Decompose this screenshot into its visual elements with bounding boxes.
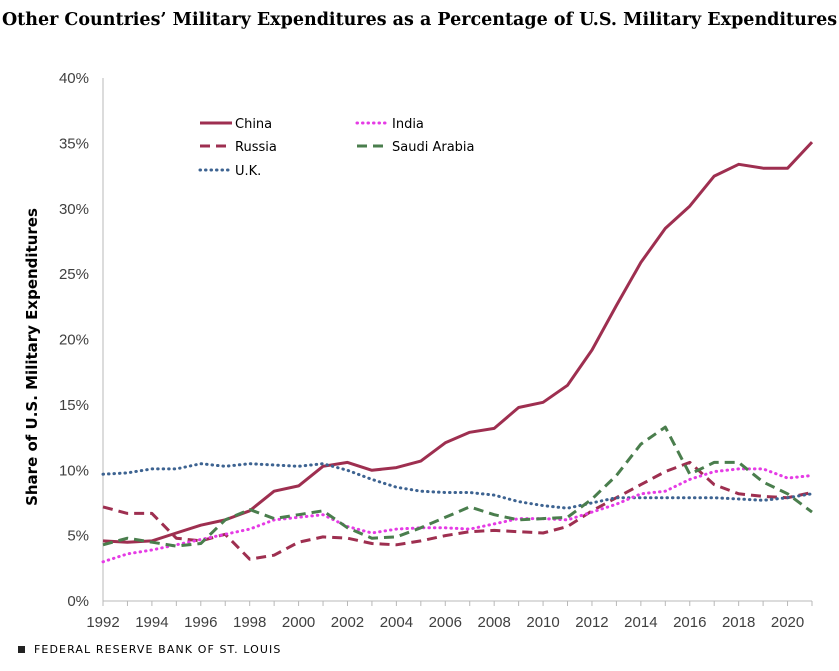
y-tick-label: 40% bbox=[59, 70, 89, 87]
x-tick-label: 2018 bbox=[722, 614, 755, 631]
footer: FEDERAL RESERVE BANK OF ST. LOUIS bbox=[18, 643, 281, 656]
x-tick-label: 1992 bbox=[86, 614, 119, 631]
x-tick-label: 2006 bbox=[429, 614, 462, 631]
y-tick-label: 35% bbox=[59, 135, 89, 152]
x-tick-label: 1998 bbox=[233, 614, 266, 631]
series-line-russia bbox=[102, 460, 813, 561]
x-tick-label: 2008 bbox=[477, 614, 510, 631]
series-line-u-k bbox=[101, 462, 814, 510]
square-bullet-icon bbox=[18, 646, 25, 653]
legend-label-india: India bbox=[392, 117, 424, 132]
footer-source: FEDERAL RESERVE BANK OF ST. LOUIS bbox=[34, 643, 282, 656]
y-tick-label: 10% bbox=[59, 462, 89, 479]
y-tick-label: 25% bbox=[59, 266, 89, 283]
x-tick-label: 1996 bbox=[184, 614, 217, 631]
x-tick-label: 2010 bbox=[526, 614, 559, 631]
legend-label-u-k: U.K. bbox=[235, 164, 261, 179]
legend-label-russia: Russia bbox=[235, 140, 277, 155]
chart-title: Other Countries’ Military Expenditures a… bbox=[1, 10, 838, 30]
x-tick-label: 2000 bbox=[282, 614, 315, 631]
y-tick-label: 0% bbox=[67, 593, 89, 610]
y-tick-label: 15% bbox=[59, 397, 89, 414]
y-tick-label: 5% bbox=[67, 528, 89, 545]
x-tick-label: 2012 bbox=[575, 614, 608, 631]
series-line-china bbox=[102, 141, 814, 544]
series-line-india bbox=[101, 467, 814, 564]
x-tick-label: 1994 bbox=[135, 614, 168, 631]
y-tick-label: 20% bbox=[59, 332, 89, 349]
x-tick-label: 2002 bbox=[331, 614, 364, 631]
x-tick-label: 2014 bbox=[624, 614, 657, 631]
x-tick-label: 2020 bbox=[771, 614, 804, 631]
y-tick-label: 30% bbox=[59, 201, 89, 218]
x-tick-label: 2016 bbox=[673, 614, 706, 631]
x-tick-label: 2004 bbox=[380, 614, 413, 631]
legend-label-china: China bbox=[235, 117, 272, 132]
y-axis-label: Share of U.S. Military Expenditures bbox=[23, 208, 41, 506]
legend-label-saudi-arabia: Saudi Arabia bbox=[392, 140, 475, 155]
